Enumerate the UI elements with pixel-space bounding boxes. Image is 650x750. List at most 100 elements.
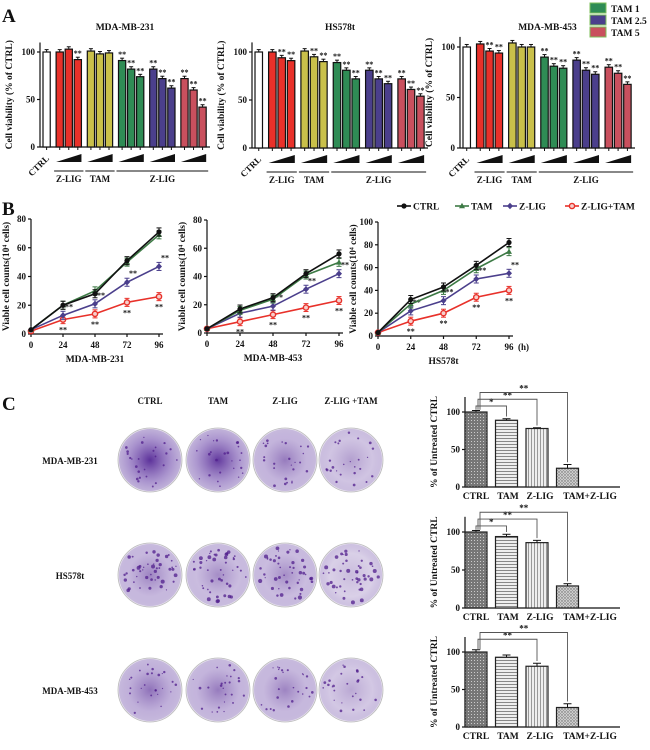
colony-stain [187,429,249,491]
y-tick-label: 20 [17,300,27,310]
bar [73,58,83,148]
bar [525,542,549,609]
group-label: Z-LIG [269,175,295,185]
colony-spot [273,467,276,470]
colony-spot [334,555,339,559]
y-tick-label: 0 [456,722,461,732]
colony-spot [230,693,233,696]
significance-label: ** [446,288,454,297]
colony-spot [222,687,224,690]
colony-spot [258,578,263,584]
bar [309,56,319,149]
colony-spot [272,709,275,712]
data-point [60,312,66,319]
significance-label: ** [559,58,567,67]
group-label: TAM [90,174,111,184]
colony-spot [266,442,269,445]
significance-label: ** [503,630,513,640]
y-tick-label: 60 [17,243,27,253]
significance-bracket [479,632,568,702]
legend-panel-b: CTRL TAM Z-LIG Z-LIG+TAM [397,203,635,213]
colony-spot [240,466,243,470]
colony-spot [228,663,232,667]
bar [135,76,145,148]
significance-label: ** [319,51,327,60]
x-tick-label: TAM+Z-LIG [563,492,617,502]
colony-spot [357,564,360,567]
series-z-lig+tam: ** ** ** ** [374,285,513,336]
significance-label: ** [158,68,166,77]
colony-spot [278,666,281,669]
colony-spot [329,469,332,472]
colony-spot [212,440,215,442]
marker-triangle-icon [459,202,465,209]
viability-chart-mda-mb-453: MDA-MB-453 0 50 100 Cell viability (% of CTR… [424,23,635,185]
bar [604,66,614,149]
colony-spot [208,474,211,477]
colony-spot [156,575,160,579]
bar [558,67,568,149]
colony-spot [329,580,333,584]
colony-spot [225,552,229,556]
bar [555,585,580,609]
y-axis-label: % of Untreated CTRL [430,516,440,608]
colony-spot [368,441,372,445]
colony-spot [162,464,165,467]
colony-spot [273,577,278,581]
colony-spot [259,567,262,570]
significance-label: ** [161,253,169,262]
x-tick-label: 96 [335,339,345,349]
bar [198,106,207,148]
colony-spot [302,452,305,455]
x-tick-label: 0 [29,340,34,350]
colony-spot [278,588,280,590]
colony-spot [353,466,356,468]
legend-label: TAM 1 [611,5,640,15]
legend-label: Z-LIG [519,203,547,213]
bar [42,51,51,148]
colony-spot [135,477,139,481]
bar [494,419,519,488]
data-point [124,279,130,286]
colony-spot [355,669,359,672]
colony-spot [143,684,146,686]
colony-spot [146,672,149,676]
significance-label: ** [623,74,631,83]
significance-label: ** [269,321,277,330]
colony-spot [219,568,222,571]
y-tick-label: 0 [31,142,36,152]
colony-spot [335,480,338,484]
colony-stain [320,429,382,491]
y-tick-label: 80 [364,240,374,250]
bar [416,95,425,149]
legend-label: TAM 2.5 [611,17,647,27]
data-point [156,263,162,270]
colony-spot [175,565,177,568]
data-point [336,259,342,265]
colony-formation-images: CTRL TAM Z-LIG Z-LIG +TAM MDA-MB-231 HS578t MD… [42,396,384,723]
colony-spot [269,558,272,561]
colony-spot [339,569,342,573]
colony-spot [137,470,141,473]
colony-spot [277,666,279,668]
colony-spot [231,460,233,462]
colony-spot [127,555,131,559]
chart-title: HS578t [325,23,356,33]
group-label: Z-LIG [150,174,176,184]
colony-spot [291,480,293,483]
colony-spot [240,452,243,454]
marker-circle-icon [401,203,407,209]
colony-spot [286,669,289,672]
y-tick-label: 60 [193,243,203,253]
colony-spot [142,569,144,571]
colony-spot [322,572,325,575]
significance-label: ** [398,68,406,77]
data-point [236,318,244,326]
bar [525,427,549,488]
colony-spot [154,446,157,449]
bar [342,69,351,149]
dose-gradient-icon [540,155,567,163]
colony-spot [366,456,369,459]
colony-spot [371,565,374,568]
y-tick-label: 50 [446,93,456,103]
